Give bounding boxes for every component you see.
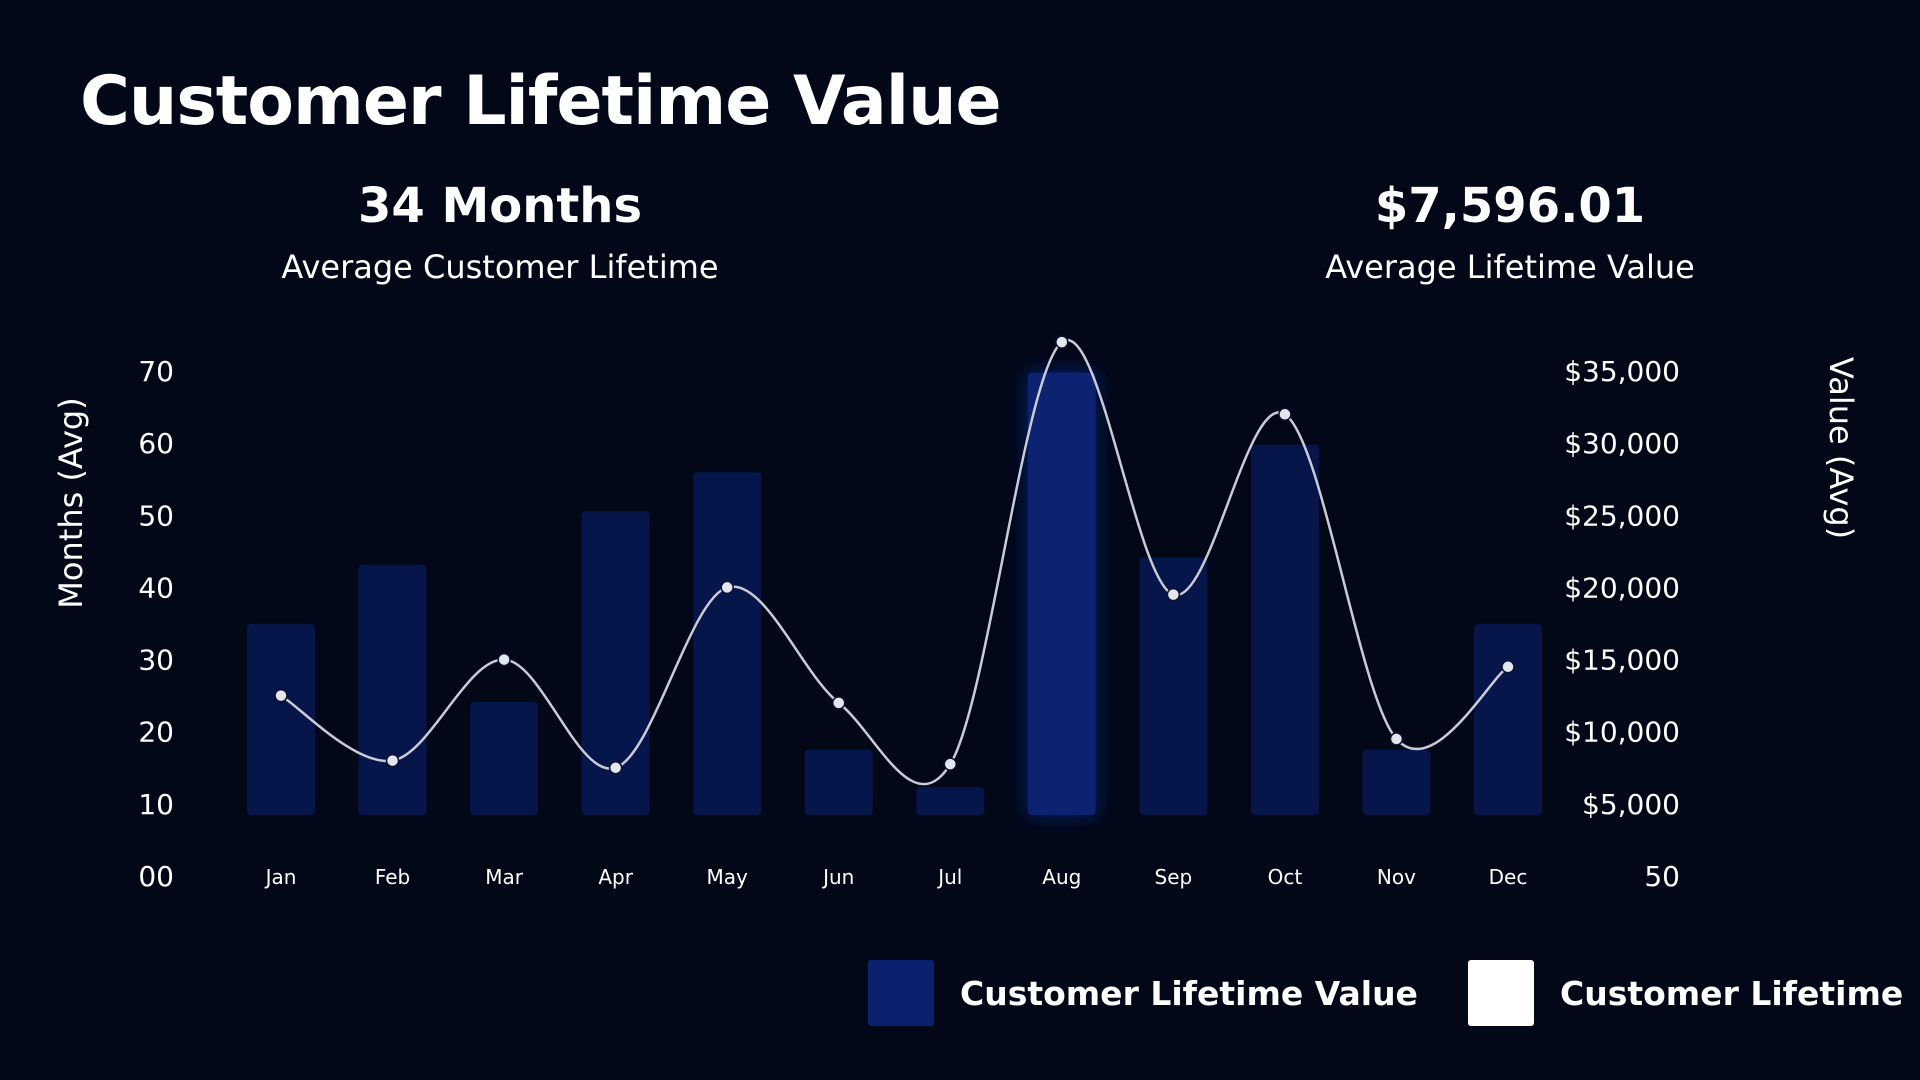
bar-nov [1362,749,1431,815]
legend-swatch-bar [868,960,934,1026]
bar-jul [916,787,985,815]
point-oct [1278,407,1292,422]
bar-mar [470,701,539,815]
line-customer-lifetime [280,338,1509,786]
y-axis-left-label: Months (Avg) [52,397,90,608]
x-axis: Jan Feb Mar Apr May Jun Jul Aug Sep Oct Nov Dec [264,865,1528,889]
x-tick-jan: Jan [264,865,297,889]
x-tick-mar: Mar [485,865,524,889]
point-feb [385,753,400,768]
y-left-tick-7: 70 [138,355,174,388]
kpi-value-label: Average Lifetime Value [1325,248,1695,286]
x-tick-feb: Feb [375,865,410,889]
point-dec [1501,660,1515,674]
legend-label-bar: Customer Lifetime Value [960,973,1418,1013]
y-right-tick-6: $30,000 [1564,427,1680,460]
kpi-lifetime-value: 34 Months [357,178,643,234]
x-tick-may: May [707,865,749,889]
legend-swatch-line [1468,960,1534,1026]
x-tick-jul: Jul [936,865,962,889]
y-right-tick-1: $5,000 [1582,788,1680,821]
bar-sep [1139,557,1208,815]
point-aug [1055,335,1069,349]
point-jan [274,688,288,703]
legend-item-bar: Customer Lifetime Value [868,960,1418,1026]
bar-jan [247,623,315,815]
y-left-tick-0: 00 [138,860,174,893]
page-title: Customer Lifetime Value [80,62,1002,141]
bar-may [693,472,762,815]
bar-apr [581,511,650,815]
x-tick-jun: Jun [821,865,854,889]
y-right-tick-5: $25,000 [1564,499,1680,532]
kpi-value-amount: $7,596.01 [1374,178,1646,234]
x-tick-apr: Apr [598,865,633,889]
y-right-tick-4: $20,000 [1564,571,1680,604]
legend-label-line: Customer Lifetime [1560,973,1904,1013]
y-left-tick-1: 10 [138,788,174,821]
x-tick-oct: Oct [1268,865,1303,889]
y-left-tick-6: 60 [138,427,174,460]
y-axis-right: 50 $5,000 $10,000 $15,000 $20,000 $25,000 $30,… [1564,355,1680,893]
point-mar [497,652,511,667]
kpi-average-value: $7,596.01 Average Lifetime Value [1270,178,1750,286]
x-tick-aug: Aug [1042,865,1081,889]
bar-jun [804,749,873,815]
point-jul [943,757,958,771]
point-apr [608,761,623,775]
bar-oct [1250,444,1319,815]
y-right-tick-2: $10,000 [1564,716,1680,749]
y-left-tick-4: 40 [138,571,174,604]
kpi-average-lifetime: 34 Months Average Customer Lifetime [230,178,770,286]
point-may [720,580,734,595]
x-tick-dec: Dec [1489,865,1528,889]
bar-dec [1474,623,1542,815]
bar-aug [1027,372,1096,815]
y-axis-left: 00 10 20 30 40 50 60 70 [138,355,174,893]
point-jun [831,696,846,710]
bar-series [247,372,1542,815]
x-tick-nov: Nov [1377,865,1416,889]
y-left-tick-2: 20 [138,716,174,749]
legend-item-line: Customer Lifetime [1468,960,1903,1026]
y-axis-right-label: Value (Avg) [1822,357,1860,539]
y-left-tick-5: 50 [138,499,174,532]
point-nov [1389,732,1404,746]
y-right-tick-0: 50 [1644,860,1680,893]
x-tick-sep: Sep [1155,865,1193,889]
bar-feb [358,564,427,815]
point-sep [1166,587,1181,602]
y-right-tick-3: $15,000 [1564,644,1680,677]
kpi-lifetime-label: Average Customer Lifetime [281,248,719,286]
y-left-tick-3: 30 [138,644,174,677]
y-right-tick-7: $35,000 [1564,355,1680,388]
line-series [274,335,1515,786]
